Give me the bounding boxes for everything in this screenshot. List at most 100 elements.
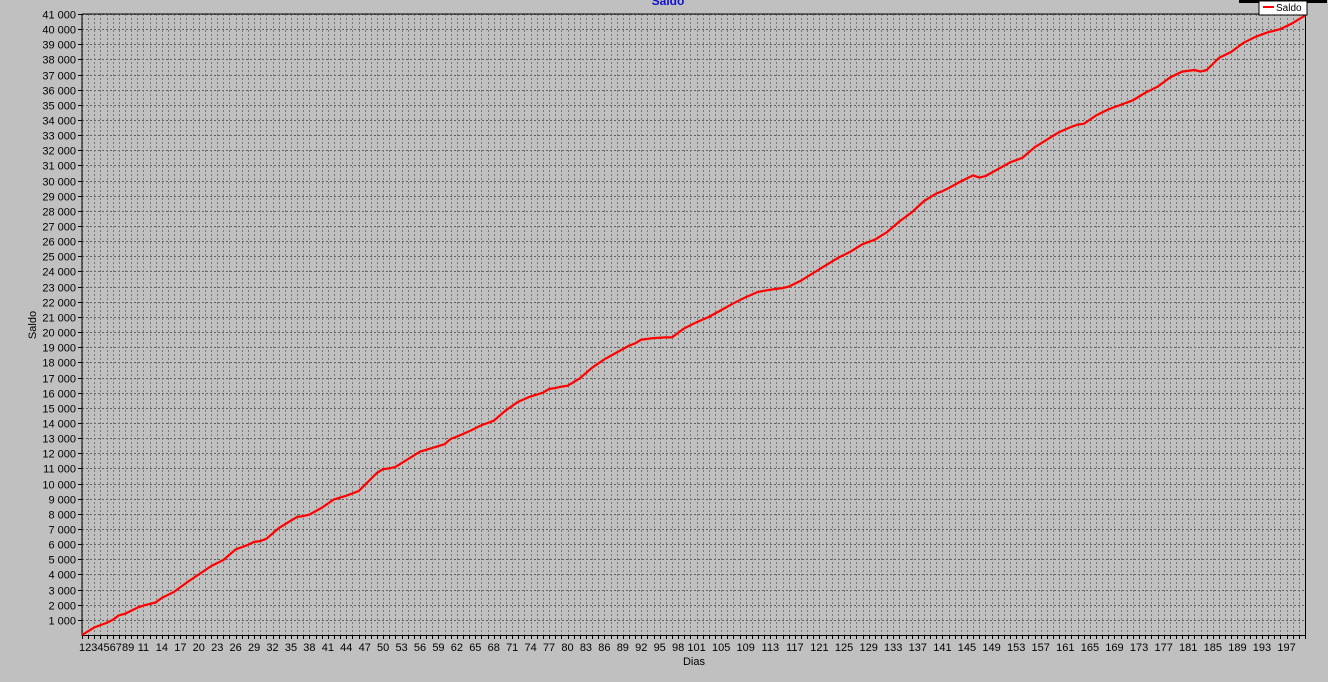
x-tick-label: 7 (116, 642, 122, 654)
chart-title: Saldo (652, 0, 685, 8)
x-tick-label: 29 (248, 642, 260, 654)
x-tick-label: 165 (1081, 642, 1099, 654)
y-axis-ticks: 1 000 2 000 3 000 4 000 5 000 6 000 7 000 8 000… (42, 10, 82, 628)
y-tick-label: 12 000 (42, 449, 76, 461)
y-tick-label: 9 000 (48, 495, 76, 507)
x-tick-label: 177 (1154, 642, 1172, 654)
x-tick-label: 189 (1228, 642, 1246, 654)
x-tick-label: 185 (1204, 642, 1222, 654)
y-tick-label: 33 000 (42, 131, 76, 143)
x-tick-label: 32 (266, 642, 278, 654)
x-tick-label: 35 (285, 642, 297, 654)
x-tick-label: 92 (635, 642, 647, 654)
y-tick-label: 17 000 (42, 374, 76, 386)
x-tick-label: 109 (737, 642, 755, 654)
x-tick-label: 145 (958, 642, 976, 654)
y-tick-label: 36 000 (42, 86, 76, 98)
x-tick-label: 23 (211, 642, 223, 654)
x-tick-label: 89 (617, 642, 629, 654)
x-tick-label: 56 (414, 642, 426, 654)
x-tick-label: 17 (174, 642, 186, 654)
y-tick-label: 3 000 (48, 586, 76, 598)
x-tick-label: 133 (884, 642, 902, 654)
x-tick-label: 125 (835, 642, 853, 654)
y-tick-label: 34 000 (42, 116, 76, 128)
x-tick-label: 137 (909, 642, 927, 654)
x-tick-label: 38 (303, 642, 315, 654)
legend-label: Saldo (1276, 3, 1302, 14)
x-tick-label: 193 (1253, 642, 1271, 654)
x-tick-label: 65 (469, 642, 481, 654)
y-tick-label: 24 000 (42, 267, 76, 279)
x-tick-label: 1 (79, 642, 85, 654)
x-tick-label: 173 (1130, 642, 1148, 654)
y-tick-label: 28 000 (42, 207, 76, 219)
x-tick-label: 50 (377, 642, 389, 654)
x-tick-label: 117 (786, 642, 804, 654)
y-tick-label: 22 000 (42, 298, 76, 310)
y-tick-label: 16 000 (42, 389, 76, 401)
y-tick-label: 1 000 (48, 616, 76, 628)
x-tick-label: 105 (712, 642, 730, 654)
x-tick-label: 11 (138, 642, 149, 654)
y-tick-label: 19 000 (42, 343, 76, 355)
x-tick-label: 59 (432, 642, 444, 654)
x-tick-label: 41 (322, 642, 334, 654)
series-layer (81, 14, 1306, 636)
y-tick-label: 5 000 (48, 555, 76, 567)
x-tick-label: 169 (1105, 642, 1123, 654)
x-tick-label: 98 (672, 642, 684, 654)
y-tick-label: 27 000 (42, 222, 76, 234)
x-tick-label: 74 (525, 642, 537, 654)
y-tick-label: 37 000 (42, 71, 76, 83)
y-tick-label: 2 000 (48, 601, 76, 613)
y-tick-label: 8 000 (48, 510, 76, 522)
y-tick-label: 26 000 (42, 237, 76, 249)
x-tick-label: 129 (859, 642, 877, 654)
x-tick-label: 197 (1277, 642, 1295, 654)
x-tick-label: 181 (1179, 642, 1197, 654)
x-tick-label: 3 (91, 642, 97, 654)
x-tick-label: 20 (193, 642, 205, 654)
y-tick-label: 18 000 (42, 358, 76, 370)
grid (82, 14, 1306, 635)
x-tick-label: 2 (85, 642, 91, 654)
y-tick-label: 6 000 (48, 540, 76, 552)
x-tick-label: 149 (982, 642, 1000, 654)
series-line-saldo (81, 14, 1306, 636)
y-tick-label: 21 000 (42, 313, 76, 325)
x-tick-label: 4 (97, 642, 103, 654)
x-tick-label: 101 (687, 642, 705, 654)
legend-box (1258, 0, 1308, 16)
y-tick-label: 10 000 (42, 480, 76, 492)
y-tick-label: 15 000 (42, 404, 76, 416)
x-tick-label: 62 (451, 642, 463, 654)
y-tick-label: 39 000 (42, 40, 76, 52)
y-tick-label: 29 000 (42, 192, 76, 204)
x-tick-label: 6 (110, 642, 116, 654)
x-tick-label: 26 (230, 642, 242, 654)
y-tick-label: 41 000 (42, 10, 76, 22)
x-tick-label: 83 (580, 642, 592, 654)
y-tick-label: 38 000 (42, 55, 76, 67)
x-tick-label: 47 (359, 642, 371, 654)
x-tick-label: 157 (1032, 642, 1050, 654)
y-tick-label: 31 000 (42, 161, 76, 173)
y-tick-label: 14 000 (42, 419, 76, 431)
x-tick-label: 121 (810, 642, 828, 654)
y-tick-label: 13 000 (42, 434, 76, 446)
x-tick-label: 9 (128, 642, 134, 654)
x-tick-label: 44 (340, 642, 352, 654)
legend: Saldo (1239, 0, 1327, 16)
x-tick-label: 153 (1007, 642, 1025, 654)
x-tick-label: 86 (598, 642, 610, 654)
y-tick-label: 32 000 (42, 146, 76, 158)
x-tick-label: 161 (1056, 642, 1074, 654)
y-tick-label: 35 000 (42, 101, 76, 113)
y-tick-label: 7 000 (48, 525, 76, 537)
x-axis-ticks: 1 2 3 4 5 6 7 8 9 11 14 17 20 23 26 29 32 35 38 41 44 47 50 53 5… (79, 635, 1306, 654)
y-tick-label: 25 000 (42, 252, 76, 264)
x-tick-label: 14 (156, 642, 168, 654)
x-tick-label: 8 (122, 642, 128, 654)
